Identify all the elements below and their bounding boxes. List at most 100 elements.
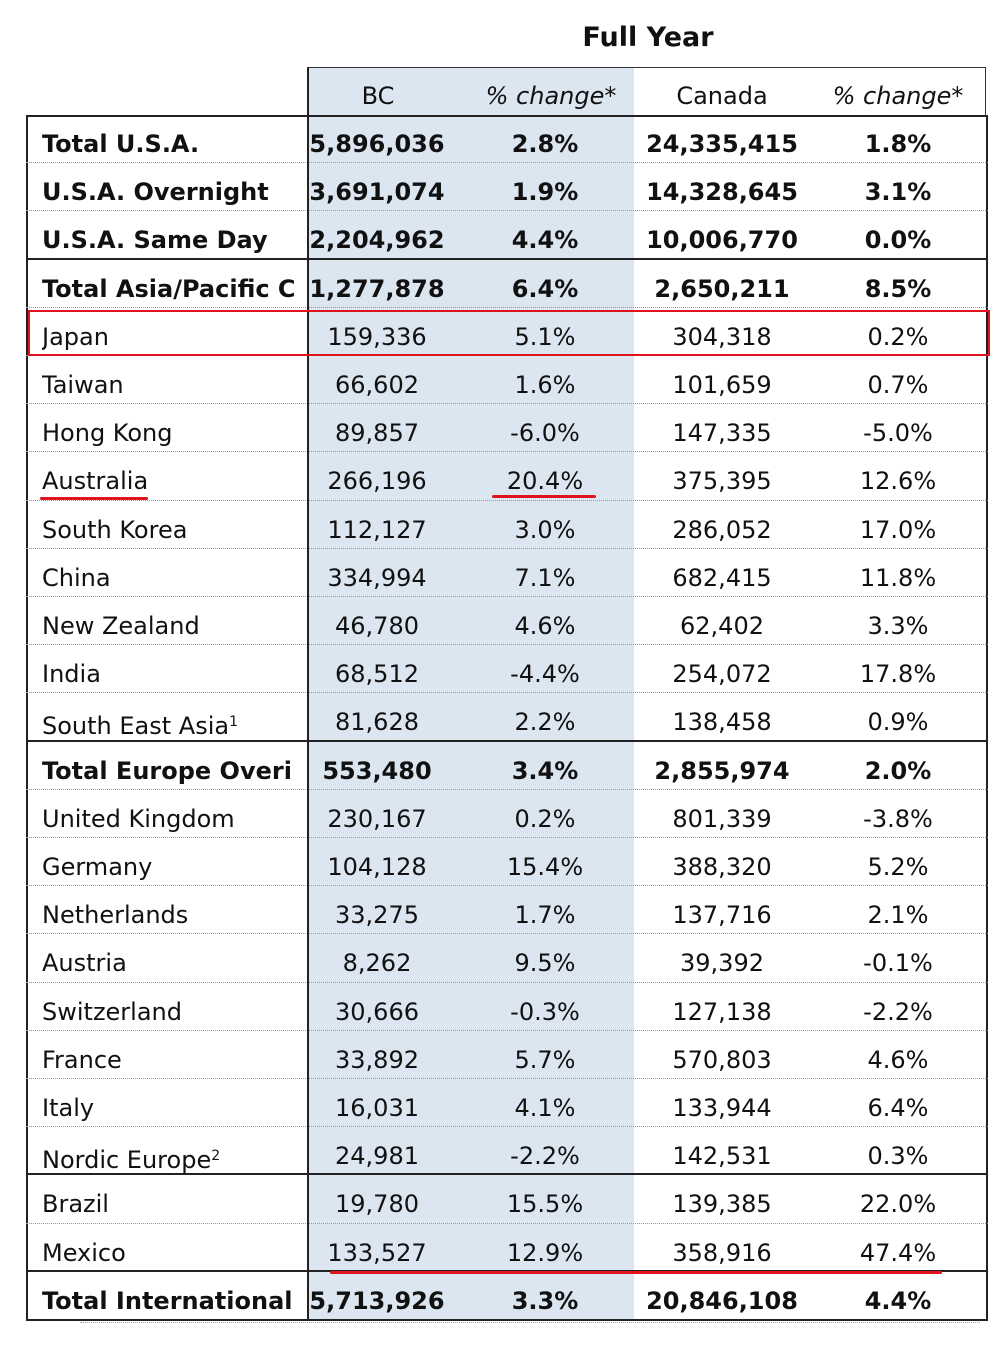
bc-change-value: 3.0% <box>514 515 576 544</box>
row-label: Mexico <box>42 1238 126 1267</box>
table-row: China 334,994 7.1% 682,415 11.8% <box>26 549 988 597</box>
bc-change-value: 9.5% <box>514 949 576 978</box>
row-label: Total Asia/Pacific C <box>42 274 296 303</box>
canada-change-value: 0.2% <box>867 322 929 351</box>
canada-value: 142,531 <box>672 1142 772 1171</box>
bc-change-value: 15.5% <box>506 1190 584 1219</box>
header-shade <box>308 67 634 115</box>
canada-change-value: 6.4% <box>867 1094 929 1122</box>
table-row: Netherlands 33,275 1.7% 137,716 2.1% <box>26 886 988 935</box>
bc-change-value: 2.8% <box>511 130 579 158</box>
bc-value: 159,336 <box>327 322 427 351</box>
table-row: Brazil 19,780 15.5% 139,385 22.0% <box>26 1175 988 1224</box>
row-label: Germany <box>42 853 153 881</box>
bc-value: 266,196 <box>327 467 427 496</box>
bc-value: 112,127 <box>327 515 427 544</box>
bc-change-value: -0.3% <box>510 997 580 1026</box>
canada-change-value: -5.0% <box>863 419 933 448</box>
canada-change-value: 47.4% <box>859 1238 937 1267</box>
bc-change-value: 1.9% <box>511 178 579 207</box>
canada-change-value: 17.8% <box>859 660 937 689</box>
canada-change-value: 5.2% <box>867 853 929 881</box>
table-row: India 68,512 -4.4% 254,072 17.8% <box>26 645 988 694</box>
footnote-marker: 1 <box>229 714 239 731</box>
table-row: Mexico 133,527 12.9% 358,916 47.4% <box>26 1224 988 1272</box>
table-row: Total Europe Overi 553,480 3.4% 2,855,974 2.… <box>26 742 988 790</box>
footnote-cutoff <box>80 1322 980 1335</box>
bc-value: 19,780 <box>335 1190 419 1219</box>
label-column-divider <box>307 67 309 1321</box>
canada-change-value: 22.0% <box>859 1190 937 1219</box>
table-row: Italy 16,031 4.1% 133,944 6.4% <box>26 1079 988 1128</box>
canada-value: 101,659 <box>672 371 772 399</box>
canada-change-value: 2.0% <box>864 756 932 785</box>
bc-value: 5,713,926 <box>309 1286 445 1315</box>
canada-change-value: 0.0% <box>864 226 932 255</box>
canada-value: 2,855,974 <box>654 756 790 785</box>
row-label: India <box>42 660 101 689</box>
row-label: Total International <box>42 1286 293 1315</box>
bc-change-value: -6.0% <box>510 419 580 448</box>
bc-value: 5,896,036 <box>309 130 445 158</box>
canada-value: 147,335 <box>672 419 772 448</box>
row-label: Switzerland <box>42 997 182 1026</box>
row-label: Total Europe Overi <box>42 756 292 785</box>
table-row: Germany 104,128 15.4% 388,320 5.2% <box>26 838 988 887</box>
canada-value: 137,716 <box>672 901 772 930</box>
row-label: Austria <box>42 949 127 978</box>
table-row: Total International 5,713,926 3.3% 20,846,1… <box>26 1272 988 1320</box>
bc-value: 133,527 <box>327 1238 427 1267</box>
row-label: Nordic Europe2 <box>42 1146 221 1175</box>
header-bc-change: % change* <box>485 82 617 110</box>
table-row: France 33,892 5.7% 570,803 4.6% <box>26 1031 988 1079</box>
table-row: Austria 8,262 9.5% 39,392 -0.1% <box>26 934 988 983</box>
table-row: Australia 266,196 20.4% 375,395 12.6% <box>26 452 988 501</box>
bc-value: 30,666 <box>335 997 419 1026</box>
header-canada-change: % change* <box>832 82 964 110</box>
canada-change-value: 3.1% <box>864 178 932 207</box>
table-row: Nordic Europe2 24,981 -2.2% 142,531 0.3% <box>26 1127 988 1176</box>
row-label: South Korea <box>42 515 188 544</box>
table-title: Full Year <box>582 22 714 53</box>
canada-change-value: 0.3% <box>867 1142 929 1171</box>
row-label: France <box>42 1045 122 1074</box>
header-bc: BC <box>361 82 395 110</box>
bc-change-value: 4.4% <box>511 226 579 255</box>
canada-change-value: 3.3% <box>867 612 929 640</box>
canada-value: 254,072 <box>672 660 772 689</box>
bc-change-value: 2.2% <box>514 708 576 737</box>
canada-value: 375,395 <box>672 467 772 496</box>
bc-change-value: 5.1% <box>514 322 576 351</box>
canada-change-value: 0.9% <box>867 708 929 737</box>
bc-value: 553,480 <box>322 756 432 785</box>
bc-change-value: 5.7% <box>514 1045 576 1074</box>
bc-column-shade <box>308 115 634 1321</box>
row-label: U.S.A. Same Day <box>42 226 268 255</box>
bc-change-value: 12.9% <box>506 1238 584 1267</box>
australia-change-underline <box>492 495 596 498</box>
table-row: Hong Kong 89,857 -6.0% 147,335 -5.0% <box>26 404 988 453</box>
canada-change-value: 2.1% <box>867 901 929 930</box>
row-label: South East Asia1 <box>42 712 239 741</box>
table-row: Taiwan 66,602 1.6% 101,659 0.7% <box>26 356 988 405</box>
canada-change-value: -2.2% <box>863 997 933 1026</box>
canada-value: 388,320 <box>672 853 772 881</box>
canada-change-value: -3.8% <box>863 804 933 833</box>
row-label: Total U.S.A. <box>42 130 200 158</box>
row-label: Japan <box>42 322 109 351</box>
row-label: Hong Kong <box>42 419 173 448</box>
row-label: China <box>42 563 111 592</box>
table-row: United Kingdom 230,167 0.2% 801,339 -3.8% <box>26 790 988 838</box>
canada-value: 133,944 <box>672 1094 772 1122</box>
bc-value: 33,275 <box>335 901 419 930</box>
canada-value: 24,335,415 <box>646 130 798 158</box>
table-row: New Zealand 46,780 4.6% 62,402 3.3% <box>26 597 988 646</box>
bc-change-value: 0.2% <box>514 804 576 833</box>
data-table <box>26 115 988 1321</box>
canada-value: 139,385 <box>672 1190 772 1219</box>
canada-value: 20,846,108 <box>646 1286 798 1315</box>
bc-value: 89,857 <box>335 419 419 448</box>
bc-value: 3,691,074 <box>309 178 445 207</box>
canada-value: 10,006,770 <box>646 226 798 255</box>
bc-value: 81,628 <box>335 708 419 737</box>
